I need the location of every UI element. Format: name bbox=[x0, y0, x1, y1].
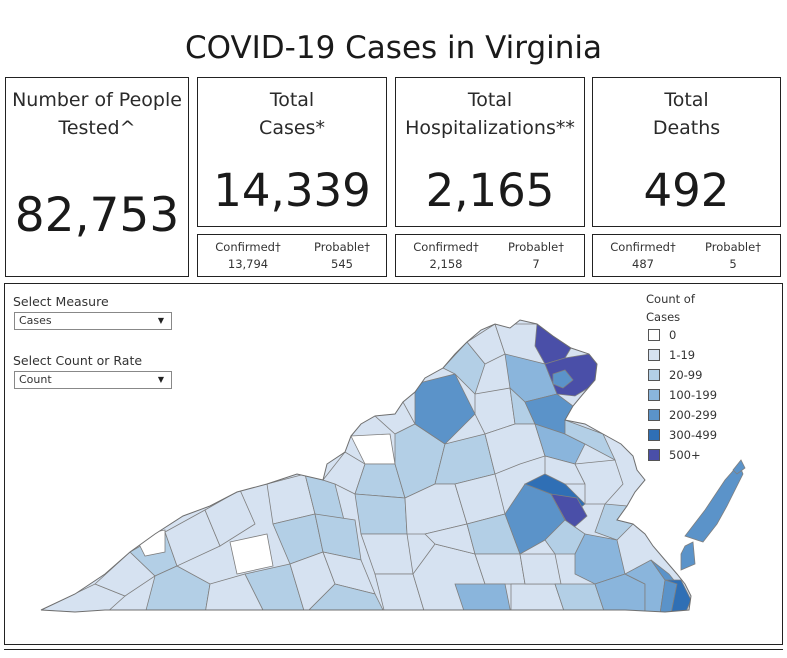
cases-confirmed-value: 13,794 bbox=[227, 257, 269, 271]
legend-label: 300-499 bbox=[669, 428, 718, 442]
virginia-county-map[interactable] bbox=[5, 284, 784, 646]
dropdown-caret-icon: ▼ bbox=[157, 316, 164, 325]
select-measure-dropdown[interactable]: Cases ▼ bbox=[14, 312, 172, 330]
hosp-confirmed-value: 2,158 bbox=[429, 257, 463, 271]
kpi-hospitalizations-label-line2: Hospitalizations** bbox=[405, 117, 575, 139]
kpi-hospitalizations-label-line1: Total bbox=[467, 89, 513, 111]
legend-label: 200-299 bbox=[669, 408, 718, 422]
legend-swatch bbox=[648, 449, 660, 461]
kpi-deaths-value: 492 bbox=[643, 164, 730, 217]
cases-probable-value: 545 bbox=[331, 257, 353, 271]
legend-swatch bbox=[648, 429, 660, 441]
hosp-confirmed-label: Confirmed† bbox=[413, 240, 479, 254]
kpi-deaths-card: Total Deaths 492 bbox=[592, 77, 781, 227]
dropdown-caret-icon: ▼ bbox=[157, 375, 164, 384]
deaths-probable-label: Probable† bbox=[705, 240, 761, 254]
kpi-hospitalizations-breakdown: Confirmed† 2,158 Probable† 7 bbox=[395, 234, 585, 277]
legend-label: 0 bbox=[669, 328, 677, 342]
kpi-hospitalizations-card: Total Hospitalizations** 2,165 bbox=[395, 77, 585, 227]
legend-title-line2: Cases bbox=[646, 310, 681, 324]
legend-label: 1-19 bbox=[669, 348, 696, 362]
next-panel-edge bbox=[4, 649, 783, 658]
map-panel: Select Measure Cases ▼ Select Count or R… bbox=[4, 283, 783, 645]
kpi-cases-card: Total Cases* 14,339 bbox=[197, 77, 387, 227]
kpi-deaths-breakdown: Confirmed† 487 Probable† 5 bbox=[592, 234, 781, 277]
kpi-tested-label-line2: Tested^ bbox=[58, 117, 136, 139]
select-measure-label: Select Measure bbox=[13, 294, 109, 309]
legend-label: 100-199 bbox=[669, 388, 718, 402]
deaths-confirmed-label: Confirmed† bbox=[610, 240, 676, 254]
deaths-confirmed-value: 487 bbox=[632, 257, 654, 271]
legend-swatch bbox=[648, 349, 660, 361]
select-count-or-rate-value: Count bbox=[19, 373, 52, 386]
kpi-deaths-label-line1: Total bbox=[664, 89, 709, 111]
legend-swatch bbox=[648, 389, 660, 401]
legend-title: Count of Cases bbox=[646, 290, 726, 326]
legend-label: 500+ bbox=[669, 448, 701, 462]
legend-swatch bbox=[648, 409, 660, 421]
hosp-probable-value: 7 bbox=[532, 257, 540, 271]
deaths-probable-value: 5 bbox=[729, 257, 737, 271]
select-count-or-rate-label: Select Count or Rate bbox=[13, 353, 143, 368]
kpi-cases-label-line2: Cases* bbox=[259, 117, 325, 139]
kpi-tested-label-line1: Number of People bbox=[12, 89, 182, 111]
kpi-tested-value: 82,753 bbox=[14, 188, 180, 243]
kpi-tested-card: Number of People Tested^ 82,753 bbox=[5, 77, 189, 277]
kpi-cases-value: 14,339 bbox=[213, 164, 371, 217]
cases-confirmed-label: Confirmed† bbox=[215, 240, 281, 254]
page-title: COVID-19 Cases in Virginia bbox=[184, 30, 603, 66]
cases-probable-label: Probable† bbox=[314, 240, 370, 254]
kpi-cases-breakdown: Confirmed† 13,794 Probable† 545 bbox=[197, 234, 387, 277]
legend-label: 20-99 bbox=[669, 368, 703, 382]
legend-swatch bbox=[648, 329, 660, 341]
select-measure-value: Cases bbox=[19, 314, 52, 327]
legend-title-line1: Count of bbox=[646, 292, 695, 306]
select-count-or-rate-dropdown[interactable]: Count ▼ bbox=[14, 371, 172, 389]
kpi-cases-label-line1: Total bbox=[269, 89, 315, 111]
legend-swatch bbox=[648, 369, 660, 381]
kpi-deaths-label-line2: Deaths bbox=[652, 117, 721, 139]
hosp-probable-label: Probable† bbox=[508, 240, 564, 254]
kpi-hospitalizations-value: 2,165 bbox=[425, 164, 555, 217]
